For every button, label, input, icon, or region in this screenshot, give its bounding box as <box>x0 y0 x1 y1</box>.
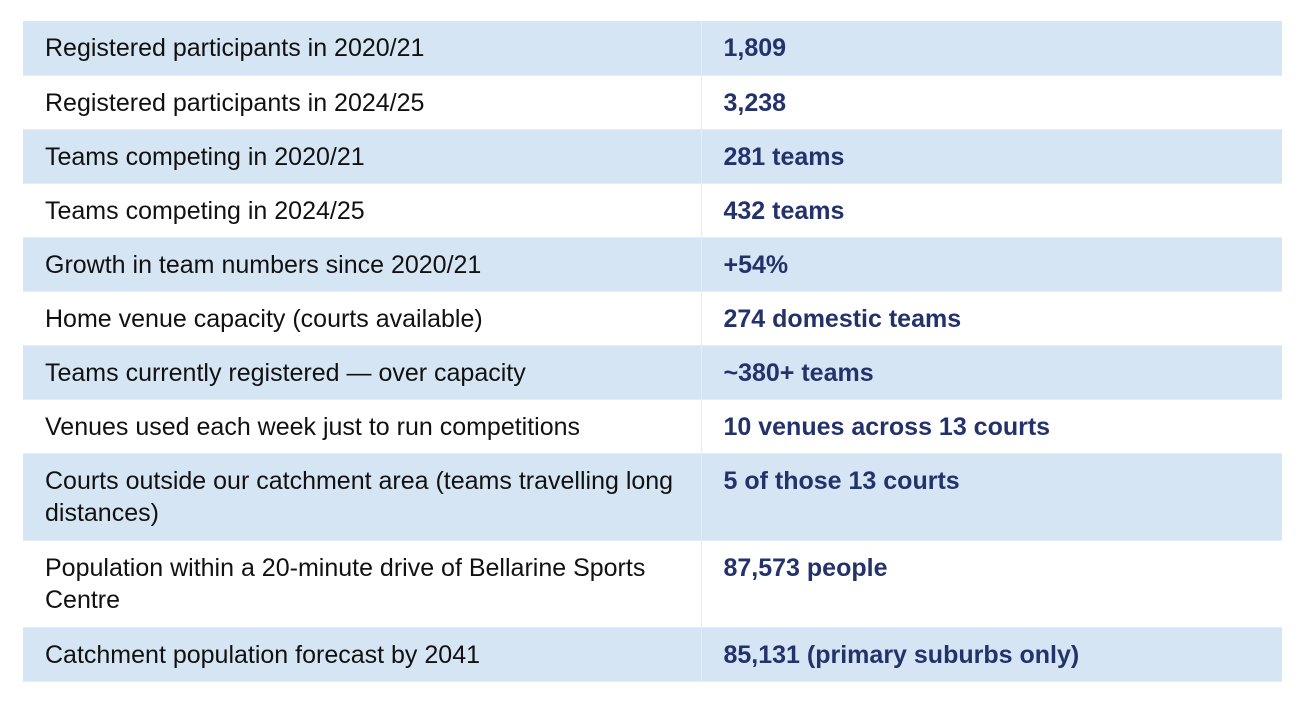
row-value: 432 teams <box>701 183 1282 238</box>
row-value: 3,238 <box>701 75 1282 130</box>
table-row: Home venue capacity (courts available) 2… <box>23 291 1282 346</box>
row-value: +54% <box>701 237 1282 292</box>
row-label: Population within a 20-minute drive of B… <box>23 540 702 628</box>
table-row: Courts outside our catchment area (teams… <box>23 453 1282 541</box>
row-label: Teams competing in 2024/25 <box>23 183 702 238</box>
row-label: Registered participants in 2024/25 <box>23 75 702 130</box>
row-value: 5 of those 13 courts <box>701 453 1282 541</box>
table-row: Teams competing in 2020/21 281 teams <box>23 129 1282 184</box>
table-row: Catchment population forecast by 2041 85… <box>23 627 1282 682</box>
row-value: 281 teams <box>701 129 1282 184</box>
row-label: Venues used each week just to run compet… <box>23 399 702 454</box>
table-row: Teams currently registered — over capaci… <box>23 345 1282 400</box>
table-row: Teams competing in 2024/25 432 teams <box>23 183 1282 238</box>
row-label: Catchment population forecast by 2041 <box>23 627 702 682</box>
row-label: Home venue capacity (courts available) <box>23 291 702 346</box>
row-value: ~380+ teams <box>701 345 1282 400</box>
row-label: Teams competing in 2020/21 <box>23 129 702 184</box>
row-label: Courts outside our catchment area (teams… <box>23 453 702 541</box>
row-label: Growth in team numbers since 2020/21 <box>23 237 702 292</box>
row-value: 274 domestic teams <box>701 291 1282 346</box>
row-value: 87,573 people <box>701 540 1282 628</box>
statistics-table: Registered participants in 2020/21 1,809… <box>23 21 1282 682</box>
table-row: Venues used each week just to run compet… <box>23 399 1282 454</box>
table-row: Growth in team numbers since 2020/21 +54… <box>23 237 1282 292</box>
row-label: Teams currently registered — over capaci… <box>23 345 702 400</box>
row-value: 1,809 <box>701 21 1282 76</box>
table-row: Population within a 20-minute drive of B… <box>23 540 1282 628</box>
row-value: 10 venues across 13 courts <box>701 399 1282 454</box>
table-row: Registered participants in 2020/21 1,809 <box>23 21 1282 76</box>
table-row: Registered participants in 2024/25 3,238 <box>23 75 1282 130</box>
row-label: Registered participants in 2020/21 <box>23 21 702 76</box>
row-value: 85,131 (primary suburbs only) <box>701 627 1282 682</box>
